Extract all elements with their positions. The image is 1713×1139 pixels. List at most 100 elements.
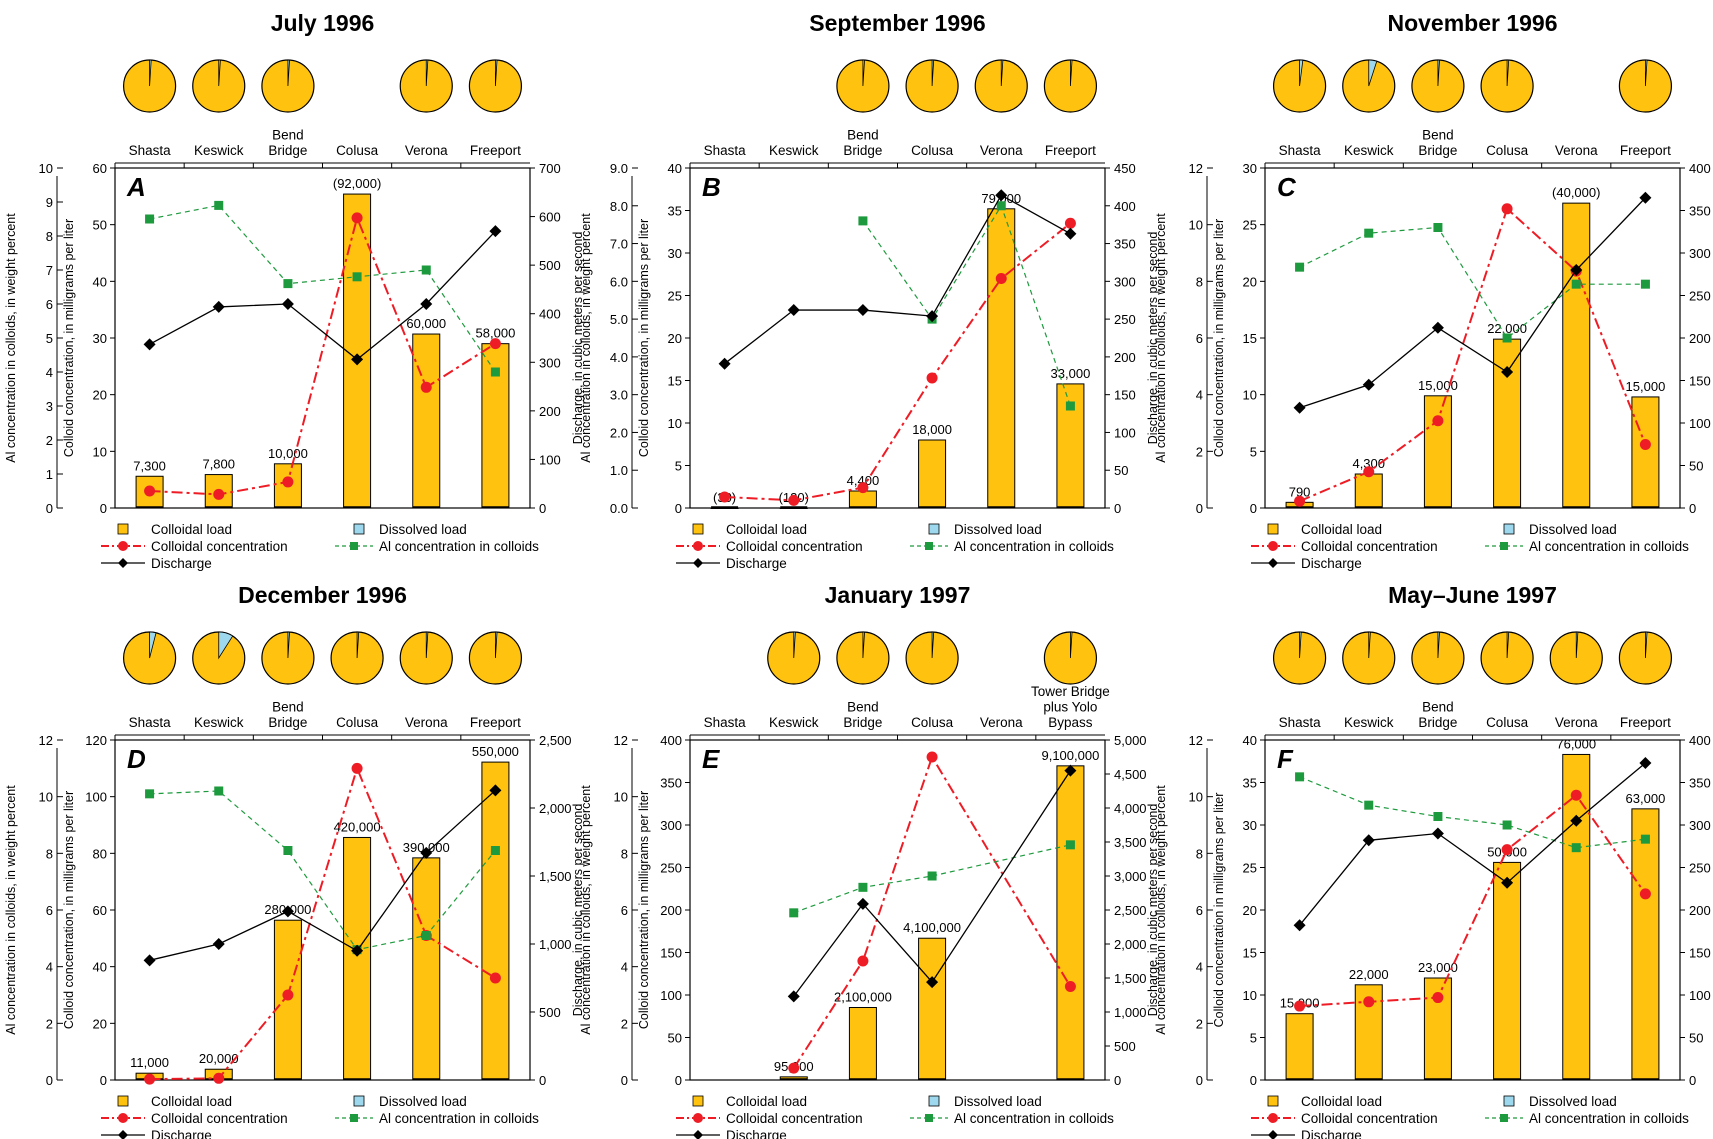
legend-discharge: Discharge	[1301, 1128, 1362, 1139]
category-label: Bend Bridge	[1418, 128, 1457, 159]
al-concentration-point	[858, 216, 868, 226]
al-concentration-point	[1502, 333, 1512, 343]
discharge-axis-tick-label: 250	[1114, 312, 1136, 327]
category-label: Bend Bridge	[1418, 700, 1457, 731]
colloidal-load-bar	[1562, 202, 1591, 509]
bar-value-label: 22,000	[1487, 321, 1527, 336]
colloid-axis-tick-label: 40	[93, 960, 107, 975]
discharge-axis-tick-label: 400	[1689, 161, 1711, 176]
legend-discharge-marker	[693, 558, 703, 568]
colloidal-concentration-point	[1432, 992, 1444, 1004]
discharge-axis-tick-label: 2,500	[1114, 903, 1147, 918]
al-concentration-point	[214, 786, 224, 796]
al-concentration-point	[421, 931, 431, 940]
bar-value-label: 9,100,000	[1041, 748, 1099, 763]
pie-dissolved-slice	[1000, 59, 1004, 87]
discharge-axis-tick-label: 400	[1689, 733, 1711, 748]
pie-dissolved-slice	[862, 59, 865, 87]
discharge-axis-tick-label: 1,000	[539, 937, 572, 952]
colloid-axis-title: Colloid concentration, in milligrams per…	[62, 219, 76, 457]
pie-dissolved-slice	[1645, 631, 1648, 659]
colloidal-concentration-point	[1363, 466, 1375, 478]
colloid-axis-tick-label: 50	[93, 218, 107, 233]
colloid-axis-tick-label: 40	[1243, 733, 1257, 748]
colloid-axis-tick-label: 0	[1250, 1073, 1257, 1088]
colloid-axis-tick-label: 5	[1250, 444, 1257, 459]
pie-dissolved-slice	[1437, 631, 1440, 659]
colloidal-concentration-point	[420, 381, 432, 393]
colloid-axis-tick-label: 100	[660, 988, 682, 1003]
legend-dissolved-load-swatch	[928, 1095, 940, 1107]
legend-colloidal-concentration: Colloidal concentration	[151, 539, 288, 554]
al-concentration-point	[352, 272, 362, 282]
bar-value-label: 63,000	[1626, 791, 1666, 806]
legend-dissolved-load: Dissolved load	[954, 1094, 1042, 1109]
colloid-axis-tick-label: 20	[1243, 903, 1257, 918]
colloidal-load-bar	[1285, 1013, 1314, 1081]
colloid-axis-tick-label: 30	[668, 246, 682, 261]
legend-colloidal-load: Colloidal load	[1301, 1094, 1382, 1109]
discharge-axis-tick-label: 3,000	[1114, 869, 1147, 884]
colloidal-concentration-point	[489, 338, 501, 350]
al-concentration-point	[1640, 834, 1650, 844]
discharge-point	[351, 353, 364, 366]
colloid-axis-title: Colloid concentration in milligrams per …	[1212, 793, 1226, 1028]
pie-chart	[192, 59, 246, 113]
al-concentration-point	[996, 201, 1006, 211]
al-axis-tick-label: 1	[46, 467, 53, 482]
al-axis-tick-label: 4	[1196, 388, 1203, 403]
category-label: Verona	[405, 715, 448, 730]
colloidal-load-bar	[779, 507, 808, 509]
discharge-axis-tick-label: 1,500	[539, 869, 572, 884]
discharge-axis-tick-label: 50	[1689, 459, 1703, 474]
colloid-axis-tick-label: 0	[675, 501, 682, 516]
discharge-axis-tick-label: 500	[539, 1005, 561, 1020]
discharge-point	[995, 189, 1008, 202]
al-axis-tick-label: 10	[39, 790, 53, 805]
pie-dissolved-slice	[931, 631, 935, 659]
colloid-axis-tick-label: 30	[93, 331, 107, 346]
chart-title: January 1997	[825, 582, 971, 608]
al-axis-tick-label: 5	[46, 331, 53, 346]
legend-colloidal-load-swatch	[117, 1095, 129, 1107]
colloid-axis-tick-label: 10	[668, 416, 682, 431]
bar-value-label: (40,000)	[1552, 185, 1600, 200]
legend-al-concentration-marker	[350, 1114, 358, 1122]
discharge-point	[1639, 191, 1652, 204]
colloid-axis-tick-label: 30	[1243, 161, 1257, 176]
discharge-axis-tick-label: 2,000	[1114, 937, 1147, 952]
pie-dissolved-slice	[862, 631, 865, 659]
colloid-axis-tick-label: 15	[1243, 331, 1257, 346]
chart-panel-july: July 1996 Shasta Keswick Bend Bridge Colusa Ve…	[4, 10, 585, 571]
chart-title: July 1996	[271, 10, 375, 36]
legend-dissolved-load-swatch	[353, 1095, 365, 1107]
pie-chart	[1043, 631, 1098, 685]
pie-chart	[1342, 631, 1396, 685]
colloidal-concentration-point	[1639, 439, 1651, 451]
al-concentration-line	[1299, 226, 1646, 339]
colloidal-load-bar	[412, 857, 441, 1081]
pie-chart	[1272, 631, 1327, 685]
al-axis-title: Al concentration in colloids, in weight …	[579, 785, 593, 1035]
discharge-line	[793, 770, 1071, 997]
colloid-axis-tick-label: 60	[93, 903, 107, 918]
pie-dissolved-slice	[1070, 631, 1073, 659]
colloidal-concentration-point	[857, 955, 869, 967]
plot-frame	[689, 739, 1106, 1081]
al-axis-tick-label: 4.0	[610, 350, 628, 365]
colloid-axis-title: Colloid concentration, in milligrams per…	[637, 791, 651, 1029]
pie-chart	[1043, 59, 1098, 113]
al-axis-tick-label: 1.0	[610, 463, 628, 478]
discharge-axis-tick-label: 0	[1114, 1073, 1121, 1088]
category-label: Verona	[1555, 143, 1598, 158]
discharge-point	[718, 357, 731, 370]
bar-value-label: 33,000	[1051, 366, 1091, 381]
discharge-point	[856, 897, 869, 910]
al-axis-tick-label: 4	[621, 960, 628, 975]
category-label: Verona	[980, 715, 1023, 730]
legend-discharge-marker	[118, 1130, 128, 1139]
al-axis-tick-label: 2	[46, 433, 53, 448]
colloidal-concentration-point	[351, 212, 363, 224]
bar-value-label: 790	[1289, 484, 1311, 499]
chart-title: December 1996	[238, 582, 407, 608]
